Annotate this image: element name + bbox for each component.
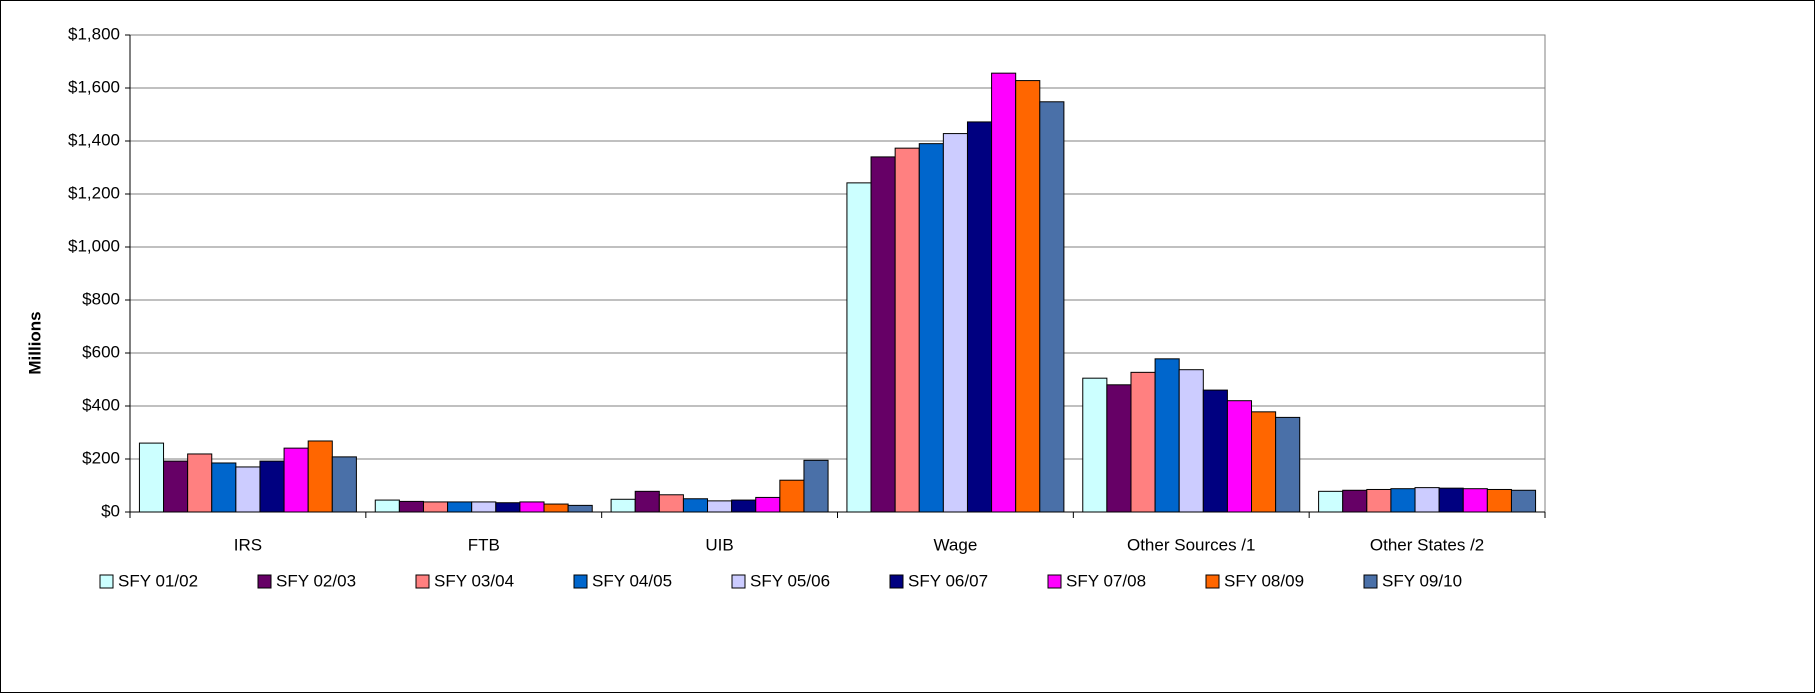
bar <box>658 494 684 513</box>
bar <box>918 143 944 513</box>
bar <box>1251 411 1277 513</box>
bar <box>610 498 636 513</box>
legend-swatch <box>1205 574 1220 589</box>
bar <box>634 490 660 513</box>
x-tick-label: IRS <box>234 535 262 554</box>
legend-swatch <box>99 574 114 589</box>
bar <box>707 500 733 513</box>
y-axis-label: Millions <box>25 311 44 374</box>
bar <box>138 442 165 513</box>
legend-label: SFY 03/04 <box>434 571 514 590</box>
y-tick-label: $1,600 <box>68 77 120 96</box>
legend-swatch <box>415 574 430 589</box>
y-tick-label: $0 <box>101 501 120 520</box>
bar <box>1178 369 1204 513</box>
bar <box>495 502 521 513</box>
bar <box>755 496 781 513</box>
bar <box>1342 489 1368 513</box>
bar <box>991 72 1017 513</box>
bar <box>283 447 309 513</box>
bar <box>846 182 872 513</box>
bar <box>1414 487 1440 513</box>
bar <box>1082 377 1108 513</box>
bar <box>235 466 261 513</box>
y-tick-label: $1,800 <box>68 24 120 43</box>
bar <box>1486 488 1512 513</box>
bar <box>331 456 357 513</box>
bar <box>966 121 993 513</box>
bar <box>1438 487 1464 513</box>
bar <box>163 460 189 513</box>
bar <box>1275 416 1301 513</box>
bar <box>1015 80 1041 513</box>
legend-label: SFY 01/02 <box>118 571 198 590</box>
bar <box>942 133 968 513</box>
y-tick-label: $1,200 <box>68 183 120 202</box>
bar <box>567 504 593 513</box>
legend-label: SFY 04/05 <box>592 571 672 590</box>
x-tick-label: UIB <box>705 535 733 554</box>
y-tick-label: $600 <box>82 342 120 361</box>
bar <box>779 479 805 513</box>
bar <box>894 147 920 513</box>
legend-label: SFY 02/03 <box>276 571 356 590</box>
bar <box>1462 488 1488 513</box>
legend-label: SFY 07/08 <box>1066 571 1146 590</box>
bar <box>471 501 497 513</box>
bar <box>307 440 333 513</box>
bar <box>1318 490 1344 513</box>
x-tick-label: Other States /2 <box>1370 535 1484 554</box>
legend-swatch <box>731 574 746 589</box>
bar <box>398 500 424 513</box>
bar <box>803 459 829 513</box>
bar <box>1202 389 1228 513</box>
legend-label: SFY 06/07 <box>908 571 988 590</box>
bar <box>1106 384 1132 513</box>
bar <box>1130 371 1156 513</box>
x-tick-label: Other Sources /1 <box>1127 535 1256 554</box>
legend-label: SFY 05/06 <box>750 571 830 590</box>
bar <box>1366 488 1392 513</box>
legend-swatch <box>1363 574 1378 589</box>
legend-swatch <box>257 574 272 589</box>
y-tick-label: $1,400 <box>68 130 120 149</box>
y-tick-label: $200 <box>82 448 120 467</box>
legend-label: SFY 09/10 <box>1382 571 1462 590</box>
x-tick-label: Wage <box>934 535 978 554</box>
bar <box>682 498 709 513</box>
y-tick-label: $1,000 <box>68 236 120 255</box>
bar <box>731 499 757 513</box>
bar <box>447 501 473 513</box>
bar <box>1226 400 1253 513</box>
bar <box>187 453 213 513</box>
bar <box>422 501 449 513</box>
bar <box>519 501 545 513</box>
bar <box>211 462 237 513</box>
bar <box>259 460 285 513</box>
legend-swatch <box>573 574 588 589</box>
legend-swatch <box>1047 574 1062 589</box>
x-tick-label: FTB <box>468 535 500 554</box>
bar <box>1154 358 1180 513</box>
plot-area <box>129 34 1546 513</box>
bar <box>543 503 569 513</box>
bar <box>1510 489 1537 513</box>
y-tick-label: $400 <box>82 395 120 414</box>
y-tick-label: $800 <box>82 289 120 308</box>
legend-label: SFY 08/09 <box>1224 571 1304 590</box>
bar <box>870 156 896 513</box>
legend-swatch <box>889 574 904 589</box>
bar <box>374 499 400 513</box>
bar <box>1390 488 1416 513</box>
bar <box>1039 101 1065 513</box>
